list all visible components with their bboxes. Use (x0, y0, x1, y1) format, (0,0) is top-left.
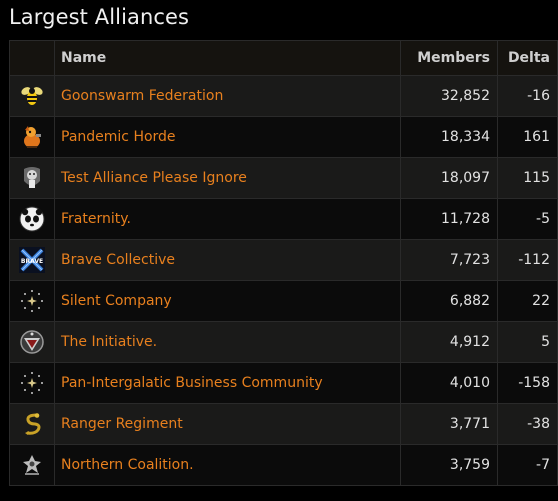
alliance-link[interactable]: Northern Coalition. (61, 457, 194, 473)
alliance-link[interactable]: Brave Collective (61, 252, 175, 268)
alliance-link[interactable]: Test Alliance Please Ignore (61, 170, 247, 186)
members-count: 6,882 (400, 280, 498, 322)
table-row: Northern Coalition. 3,759 -7 (9, 444, 558, 486)
table-row: Goonswarm Federation 32,852 -16 (9, 75, 558, 117)
alliance-logo-cell (9, 280, 55, 322)
alliance-link[interactable]: Silent Company (61, 293, 172, 309)
alliance-logo-cell (9, 75, 55, 117)
bee-icon[interactable] (19, 83, 45, 109)
alliance-logo-cell (9, 444, 55, 486)
table-row: The Initiative. 4,912 5 (9, 321, 558, 363)
brave-logo-icon[interactable]: BRAVE (19, 247, 45, 273)
table-row: Silent Company 6,882 22 (9, 280, 558, 322)
column-header-logo (9, 40, 55, 76)
members-count: 4,010 (400, 362, 498, 404)
alliance-name-cell: Northern Coalition. (54, 444, 401, 486)
members-count: 32,852 (400, 75, 498, 117)
alliance-logo-cell (9, 403, 55, 445)
members-count: 3,771 (400, 403, 498, 445)
table-row: Pan-Intergalatic Business Community 4,01… (9, 362, 558, 404)
alliance-name-cell: Fraternity. (54, 198, 401, 240)
panda-icon[interactable] (19, 206, 45, 232)
alliance-logo-cell (9, 321, 55, 363)
delta-value: -38 (497, 403, 558, 445)
star-ring-icon[interactable] (19, 370, 45, 396)
alliance-logo-cell (9, 198, 55, 240)
alliance-name-cell: Ranger Regiment (54, 403, 401, 445)
horde-mascot-icon[interactable] (19, 124, 45, 150)
delta-value: -158 (497, 362, 558, 404)
serpent-icon[interactable] (19, 411, 45, 437)
alliance-logo-cell (9, 362, 55, 404)
column-header-members[interactable]: Members (400, 40, 498, 76)
members-count: 18,097 (400, 157, 498, 199)
column-header-delta[interactable]: Delta (497, 40, 558, 76)
alliance-link[interactable]: The Initiative. (61, 334, 158, 350)
delta-value: -7 (497, 444, 558, 486)
alliance-logo-cell (9, 116, 55, 158)
members-count: 7,723 (400, 239, 498, 281)
alliance-name-cell: Test Alliance Please Ignore (54, 157, 401, 199)
test-alliance-icon[interactable] (19, 165, 45, 191)
members-count: 11,728 (400, 198, 498, 240)
alliance-logo-cell: BRAVE (9, 239, 55, 281)
delta-value: -16 (497, 75, 558, 117)
initiative-emblem-icon[interactable] (19, 329, 45, 355)
delta-value: 22 (497, 280, 558, 322)
table-row: Ranger Regiment 3,771 -38 (9, 403, 558, 445)
alliance-link[interactable]: Pandemic Horde (61, 129, 176, 145)
alliance-link[interactable]: Ranger Regiment (61, 416, 183, 432)
alliance-link[interactable]: Fraternity. (61, 211, 131, 227)
delta-value: 5 (497, 321, 558, 363)
table-row: Fraternity. 11,728 -5 (9, 198, 558, 240)
alliance-link[interactable]: Pan-Intergalatic Business Community (61, 375, 323, 391)
alliance-name-cell: Silent Company (54, 280, 401, 322)
table-row: BRAVE Brave Collective 7,723 -112 (9, 239, 558, 281)
delta-value: -5 (497, 198, 558, 240)
table-row: Pandemic Horde 18,334 161 (9, 116, 558, 158)
members-count: 18,334 (400, 116, 498, 158)
alliance-name-cell: Brave Collective (54, 239, 401, 281)
table-row: Test Alliance Please Ignore 18,097 115 (9, 157, 558, 199)
northern-emblem-icon[interactable] (19, 452, 45, 478)
page-title: Largest Alliances (9, 5, 190, 29)
delta-value: 115 (497, 157, 558, 199)
brave-logo-text: BRAVE (21, 258, 43, 265)
delta-value: 161 (497, 116, 558, 158)
column-header-name[interactable]: Name (54, 40, 401, 76)
alliance-logo-cell (9, 157, 55, 199)
alliance-name-cell: The Initiative. (54, 321, 401, 363)
members-count: 3,759 (400, 444, 498, 486)
alliances-table-container: Name Members Delta G (9, 40, 558, 486)
table-header-row: Name Members Delta (9, 40, 558, 76)
star-ring-icon[interactable] (19, 288, 45, 314)
alliance-name-cell: Pandemic Horde (54, 116, 401, 158)
members-count: 4,912 (400, 321, 498, 363)
alliances-table: Name Members Delta G (9, 40, 558, 486)
alliance-name-cell: Pan-Intergalatic Business Community (54, 362, 401, 404)
alliance-name-cell: Goonswarm Federation (54, 75, 401, 117)
alliance-link[interactable]: Goonswarm Federation (61, 88, 224, 104)
delta-value: -112 (497, 239, 558, 281)
